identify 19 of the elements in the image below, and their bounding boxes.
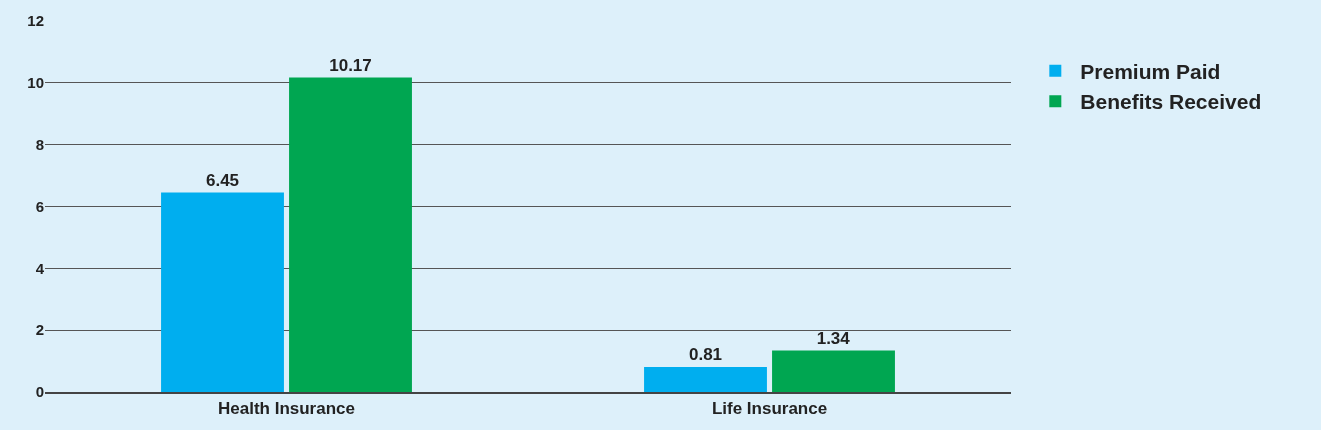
y-tick-label: 0 [35, 383, 44, 401]
x-tick-label: Health Insurance [218, 399, 355, 419]
y-tick-label: 8 [35, 135, 44, 153]
x-tick-label: Life Insurance [711, 399, 828, 419]
y-tick-label: 4 [35, 259, 45, 277]
data-label: 6.45 [205, 170, 240, 190]
data-label: 0.81 [688, 344, 723, 364]
bar [772, 350, 895, 392]
data-label: 1.34 [816, 328, 851, 348]
y-tick-label: 2 [35, 321, 44, 339]
y-tick-label: 10 [27, 74, 44, 92]
data-label: 10.17 [329, 55, 372, 75]
y-tick-label: 12 [27, 12, 44, 30]
legend-label: Benefits Received [1080, 90, 1262, 114]
legend-label: Premium Paid [1080, 60, 1221, 84]
y-tick-label: 6 [35, 197, 44, 215]
bar [644, 366, 767, 392]
bar [289, 77, 412, 392]
bar [161, 192, 284, 392]
